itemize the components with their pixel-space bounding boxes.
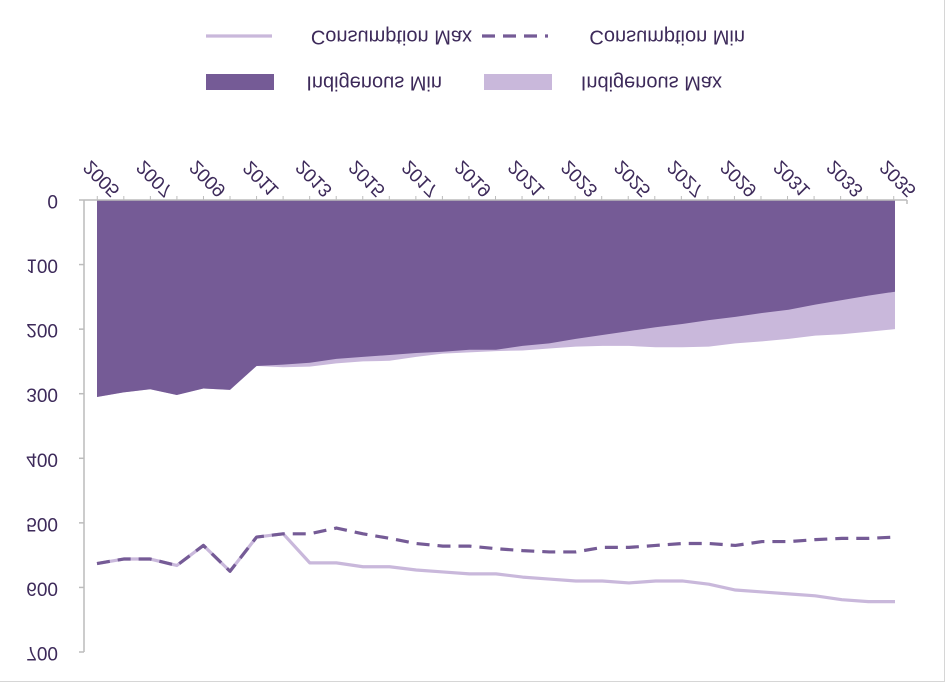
legend-swatch-indigenous-max — [484, 74, 552, 90]
y-tick-label-700: 700 — [26, 642, 58, 663]
x-tick-label-group-2031: 2031 — [770, 156, 815, 201]
line-consumption-min — [96, 526, 896, 573]
x-tick-label-2015: 2015 — [345, 156, 390, 201]
x-tick-label-2011: 2011 — [239, 156, 283, 200]
x-tick-label-group-2011: 2011 — [239, 156, 283, 200]
y-tick-label-600: 600 — [26, 577, 58, 598]
legend: Consumption Max Consumption Min Indigenous… — [206, 26, 745, 94]
x-tick-label-2027: 2027 — [664, 156, 709, 201]
x-tick-label-2035: 2035 — [876, 156, 921, 201]
y-tick-label-300: 300 — [26, 384, 58, 405]
y-tick-label-100: 100 — [26, 255, 58, 276]
legend-label-indigenous-max: Indigenous Max — [581, 72, 722, 94]
legend-label-consumption-max: Consumption Max — [311, 26, 472, 48]
y-tick-label-400-group: 400 — [26, 448, 58, 469]
area-layer — [97, 200, 895, 397]
y-tick-label-400: 400 — [26, 448, 58, 469]
legend-label-indigenous-min: Indigenous Min — [306, 72, 442, 94]
x-tick-label-2005: 2005 — [80, 156, 125, 201]
y-tick-label-600-group: 600 — [26, 577, 58, 598]
y-tick-label-500-group: 500 — [26, 513, 58, 534]
x-tick-label-group-2007: 2007 — [133, 156, 178, 201]
x-tick-label-2021: 2021 — [504, 156, 549, 201]
legend-label-group-indigenous-min: Indigenous Min — [306, 72, 442, 94]
x-tick-label-group-2005: 2005 — [80, 156, 125, 201]
x-tick-label-group-2027: 2027 — [664, 156, 709, 201]
y-tick-label-0-group: 0 — [47, 190, 58, 211]
y-tick-label-200-group: 200 — [26, 319, 58, 340]
x-tick-label-group-2033: 2033 — [823, 156, 868, 201]
y-tick-label-500: 500 — [26, 513, 58, 534]
x-tick-label-2029: 2029 — [717, 156, 762, 201]
x-tick-label-group-2009: 2009 — [186, 156, 231, 201]
x-tick-label-group-2017: 2017 — [398, 156, 443, 201]
x-tick-label-2033: 2033 — [823, 156, 868, 201]
legend-label-consumption-min: Consumption Min — [589, 26, 745, 48]
y-tick-label-700-group: 700 — [26, 642, 58, 663]
x-tick-label-group-2019: 2019 — [451, 156, 496, 201]
x-tick-label-2023: 2023 — [557, 156, 602, 201]
x-tick-label-group-2035: 2035 — [876, 156, 921, 201]
x-tick-label-2025: 2025 — [611, 156, 656, 201]
line-consumption-max — [96, 532, 895, 604]
legend-swatch-indigenous-min — [206, 74, 274, 90]
x-tick-label-group-2021: 2021 — [504, 156, 549, 201]
area-indigenous-min — [97, 200, 895, 397]
y-tick-label-100-group: 100 — [26, 255, 58, 276]
x-tick-label-2007: 2007 — [133, 156, 178, 201]
x-tick-label-2017: 2017 — [398, 156, 443, 201]
x-tick-label-group-2029: 2029 — [717, 156, 762, 201]
x-tick-label-group-2015: 2015 — [345, 156, 390, 201]
legend-label-group-consumption-min: Consumption Min — [589, 26, 745, 48]
legend-label-group-consumption-max: Consumption Max — [311, 26, 472, 48]
x-tick-label-2009: 2009 — [186, 156, 231, 201]
y-tick-label-0: 0 — [47, 190, 58, 211]
x-tick-label-group-2013: 2013 — [292, 156, 337, 201]
legend-label-group-indigenous-max: Indigenous Max — [581, 72, 722, 94]
y-tick-label-300-group: 300 — [26, 384, 58, 405]
y-tick-label-200: 200 — [26, 319, 58, 340]
x-tick-label-2013: 2013 — [292, 156, 337, 201]
x-tick-label-2019: 2019 — [451, 156, 496, 201]
x-tick-label-2031: 2031 — [770, 156, 815, 201]
x-tick-label-group-2025: 2025 — [611, 156, 656, 201]
line-layer — [96, 526, 896, 604]
x-tick-label-group-2023: 2023 — [557, 156, 602, 201]
